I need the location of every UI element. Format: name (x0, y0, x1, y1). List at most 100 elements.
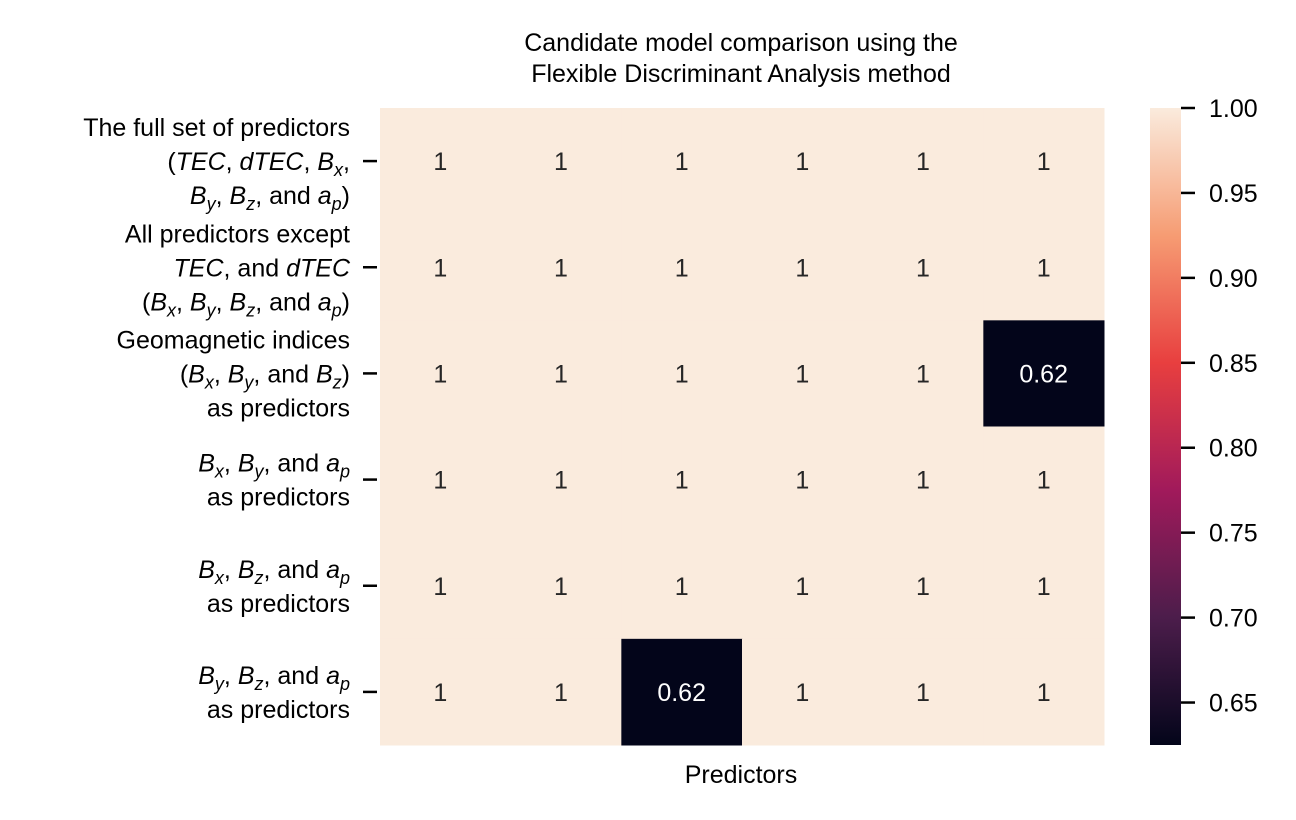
heatmap-cell (621, 320, 743, 427)
cell-value-label: 1 (433, 254, 447, 282)
cell-value-label: 1 (795, 467, 809, 495)
heatmap-cell (862, 638, 984, 746)
cell-value-label: 1 (916, 573, 930, 601)
cell-value-label: 1 (554, 360, 568, 388)
heatmap-cell (983, 426, 1105, 534)
cell-value-label: 1 (433, 573, 447, 601)
row-label-line: (Bx, By, and Bz) (180, 360, 350, 392)
cell-value-label: 1 (675, 360, 689, 388)
colorbar-tick-label: 1.00 (1209, 95, 1258, 123)
cell-value-label: 1 (433, 148, 447, 176)
cell-value-label: 1 (554, 254, 568, 282)
cell-value-label: 1 (795, 148, 809, 176)
heatmap-cell (742, 214, 864, 321)
row-label-line: as predictors (207, 484, 350, 512)
colorbar-tick-label: 0.70 (1209, 605, 1258, 633)
cell-value-label: 1 (1037, 148, 1051, 176)
cell-value-label: 1 (554, 679, 568, 707)
cell-value-label: 1 (916, 254, 930, 282)
cell-value-label: 1 (433, 679, 447, 707)
cell-value-label: 1 (675, 254, 689, 282)
heatmap-cell (862, 320, 984, 427)
heatmap-cell (983, 638, 1105, 746)
heatmap-cell (500, 214, 622, 321)
cell-value-label: 1 (916, 360, 930, 388)
cell-value-label: 1 (1037, 573, 1051, 601)
heatmap-cell (983, 532, 1105, 640)
heatmap-cell (742, 426, 864, 534)
heatmap-cell (983, 214, 1105, 321)
chart-title-line-1: Candidate model comparison using the (524, 29, 958, 57)
cell-value-label: 1 (795, 254, 809, 282)
row-label-line: By, Bz, and ap (198, 662, 350, 694)
row-label-line: as predictors (207, 696, 350, 724)
cell-value-label: 0.62 (1019, 360, 1068, 388)
heatmap-cell (380, 532, 502, 640)
cell-value-label: 1 (916, 148, 930, 176)
cell-value-label: 1 (433, 360, 447, 388)
row-label-line: (Bx, By, Bz, and ap) (142, 288, 350, 320)
colorbar-tick-label: 0.85 (1209, 350, 1258, 378)
cell-value-label: 1 (795, 679, 809, 707)
cell-value-label: 1 (675, 573, 689, 601)
heatmap-cell (380, 638, 502, 746)
row-label-line: The full set of predictors (83, 114, 350, 142)
cell-value-label: 1 (795, 573, 809, 601)
cell-value-label: 0.62 (657, 679, 706, 707)
cell-value-label: 1 (795, 360, 809, 388)
cell-value-label: 1 (554, 148, 568, 176)
cell-value-label: 1 (433, 467, 447, 495)
cell-value-label: 1 (554, 467, 568, 495)
heatmap-cell (862, 214, 984, 321)
colorbar-tick-label: 0.65 (1209, 690, 1258, 718)
cell-value-label: 1 (554, 573, 568, 601)
heatmap-cell (500, 426, 622, 534)
heatmap-cell (862, 426, 984, 534)
cell-value-label: 1 (675, 148, 689, 176)
heatmap-cells: 1 1 1 1 1 1 1 1 1 1 1 1 1 1 1 1 1 0.62 1 1 1 1 1 1 1 1 1 1 1 1 1 1 0.62 1… (380, 108, 1105, 746)
heatmap-cell (621, 638, 743, 746)
row-label-line: Bx, By, and ap (198, 450, 350, 482)
cell-value-label: 1 (1037, 679, 1051, 707)
cell-value-label: 1 (916, 679, 930, 707)
cell-value-label: 1 (1037, 467, 1051, 495)
colorbar-tick-label: 0.75 (1209, 520, 1258, 548)
row-label-line: All predictors except (125, 220, 350, 248)
heatmap-cell (742, 320, 864, 427)
x-axis-label: Predictors (685, 761, 798, 789)
heatmap-cell (742, 638, 864, 746)
heatmap-cell (742, 108, 864, 215)
row-label-line: By, Bz, and ap) (190, 182, 350, 214)
row-label-line: TEC, and dTEC (174, 254, 351, 282)
heatmap-cell (862, 532, 984, 640)
colorbar-tick-label: 0.90 (1209, 265, 1258, 293)
colorbar: 1.00 0.95 0.90 0.85 0.80 0.75 0.70 0.65 (1150, 95, 1258, 745)
heatmap-cell (621, 426, 743, 534)
cell-value-label: 1 (916, 467, 930, 495)
chart-title-line-2: Flexible Discriminant Analysis method (531, 60, 951, 88)
colorbar-tick-label: 0.95 (1209, 180, 1258, 208)
cell-value-label: 1 (675, 467, 689, 495)
heatmap-cell (862, 108, 984, 215)
heatmap-cell (380, 214, 502, 321)
heatmap-cell (380, 320, 502, 427)
heatmap-cell (380, 108, 502, 215)
heatmap-cell (500, 108, 622, 215)
heatmap-cell (500, 532, 622, 640)
row-label-line: Geomagnetic indices (117, 326, 350, 354)
heatmap-cell (621, 214, 743, 321)
row-labels: The full set of predictors (TEC, dTEC, Bx… (83, 114, 377, 724)
heatmap-cell (742, 532, 864, 640)
row-label-line: (TEC, dTEC, Bx, (167, 148, 350, 180)
row-label-line: as predictors (207, 394, 350, 422)
heatmap-cell (500, 638, 622, 746)
row-label-line: as predictors (207, 590, 350, 618)
cell-value-label: 1 (1037, 254, 1051, 282)
heatmap-cell (983, 108, 1105, 215)
colorbar-tick-label: 0.80 (1209, 435, 1258, 463)
row-label-line: Bx, Bz, and ap (198, 556, 350, 588)
heatmap-cell (983, 320, 1105, 427)
heatmap-cell (500, 320, 622, 427)
heatmap-cell (621, 532, 743, 640)
